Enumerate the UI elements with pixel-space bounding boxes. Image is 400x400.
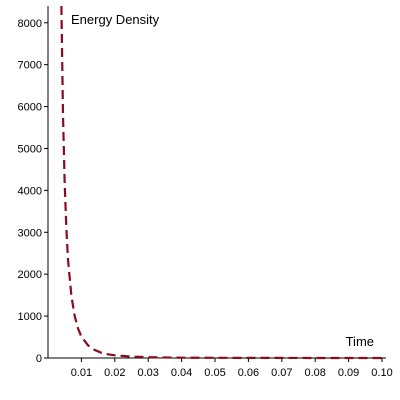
axes: [47, 6, 386, 359]
y-tick-label: 0: [36, 353, 42, 365]
y-ticks: 0 1000 2000 3000 4000 5000 6000 7000 8000: [18, 18, 48, 365]
x-tick-label: 0.07: [271, 367, 292, 379]
x-tick-label: 0.10: [371, 367, 392, 379]
x-tick-label: 0.08: [304, 367, 325, 379]
x-tick-label: 0.06: [238, 367, 259, 379]
energy-density-series-line: [60, 5, 382, 360]
y-tick-label: 7000: [18, 60, 42, 72]
y-tick-label: 6000: [18, 102, 42, 114]
x-tick-label: 0.09: [338, 367, 359, 379]
y-tick-label: 3000: [18, 227, 42, 239]
x-axis-title: Time: [346, 334, 374, 349]
x-tick-label: 0.05: [204, 367, 225, 379]
y-tick-label: 4000: [18, 185, 42, 197]
x-tick-label: 0.04: [171, 367, 192, 379]
x-tick-label: 0.03: [137, 367, 158, 379]
x-tick-label: 0.02: [104, 367, 125, 379]
y-tick-label: 8000: [18, 18, 42, 30]
y-tick-label: 2000: [18, 269, 42, 281]
x-tick-label: 0.01: [71, 367, 92, 379]
y-axis-title: Energy Density: [71, 12, 160, 27]
y-tick-label: 1000: [18, 311, 42, 323]
x-ticks: 0.01 0.02 0.03 0.04 0.05 0.06 0.07 0.08 0.09 0.10: [71, 358, 393, 379]
y-tick-label: 5000: [18, 143, 42, 155]
